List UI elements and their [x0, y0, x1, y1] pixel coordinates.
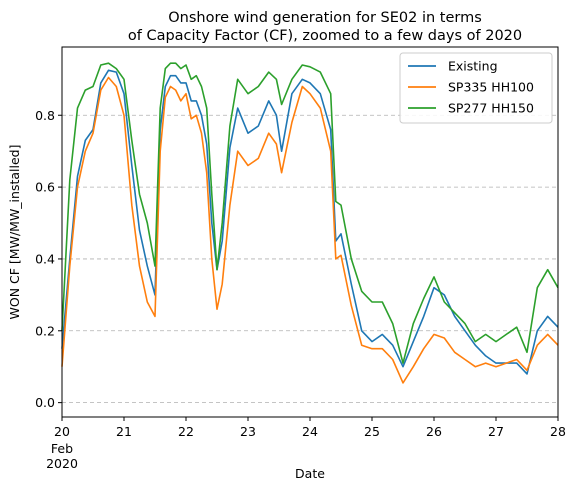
x-tick-label: 24 — [302, 424, 318, 439]
y-axis-label: WON CF [MW/MW_installed] — [7, 145, 22, 320]
y-tick-label: 0.6 — [35, 180, 55, 195]
series-line-1 — [61, 76, 559, 384]
x-tick-sublabel: 2020 — [46, 456, 78, 471]
y-tick-label: 0.0 — [35, 395, 55, 410]
series-line-0 — [61, 69, 559, 375]
x-tick-label: 23 — [240, 424, 256, 439]
x-tick-label: 28 — [550, 424, 566, 439]
x-tick-label: 20 — [54, 424, 70, 439]
legend-entry-label: SP335 HH100 — [448, 80, 534, 95]
x-tick-sublabel: Feb — [51, 441, 73, 456]
x-tick-label: 27 — [488, 424, 504, 439]
legend-box — [399, 52, 553, 124]
series-line-2 — [61, 62, 559, 364]
chart-title-line-2: of Capacity Factor (CF), zoomed to a few… — [128, 28, 522, 44]
x-tick-label: 22 — [178, 424, 194, 439]
x-axis-label: Date — [295, 466, 325, 481]
y-axis-ticks: 0.0 0.2 0.4 0.6 0.8 — [35, 108, 62, 410]
legend-entry-label: SP277 HH150 — [448, 101, 534, 116]
x-tick-label: 21 — [116, 424, 132, 439]
y-tick-label: 0.8 — [35, 108, 55, 123]
y-tick-label: 0.4 — [35, 251, 55, 266]
y-tick-label: 0.2 — [35, 323, 55, 338]
series-lines — [61, 62, 559, 384]
chart-title-line-1: Onshore wind generation for SE02 in term… — [168, 10, 482, 26]
x-tick-label: 25 — [364, 424, 380, 439]
legend: Existing SP335 HH100 SP277 HH150 — [399, 52, 553, 124]
legend-entry-label: Existing — [448, 59, 498, 74]
x-tick-label: 26 — [426, 424, 442, 439]
